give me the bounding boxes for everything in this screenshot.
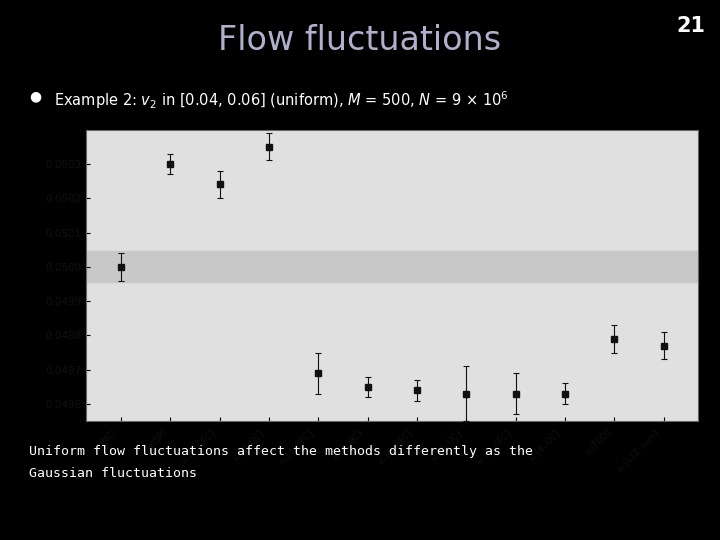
Text: Example 2: $v_2$ in [0.04, 0.06] (uniform), $M$ = 500, $N$ = 9 $\times$ 10$^6$: Example 2: $v_2$ in [0.04, 0.06] (unifor… (54, 89, 509, 111)
Text: 21: 21 (677, 16, 706, 36)
Text: Flow fluctuations: Flow fluctuations (218, 24, 502, 57)
Bar (86, 252, 698, 282)
Text: Gaussian fluctuations: Gaussian fluctuations (29, 467, 197, 480)
Text: Uniform flow fluctuations affect the methods differently as the: Uniform flow fluctuations affect the met… (29, 446, 533, 458)
Text: ●: ● (29, 89, 41, 103)
